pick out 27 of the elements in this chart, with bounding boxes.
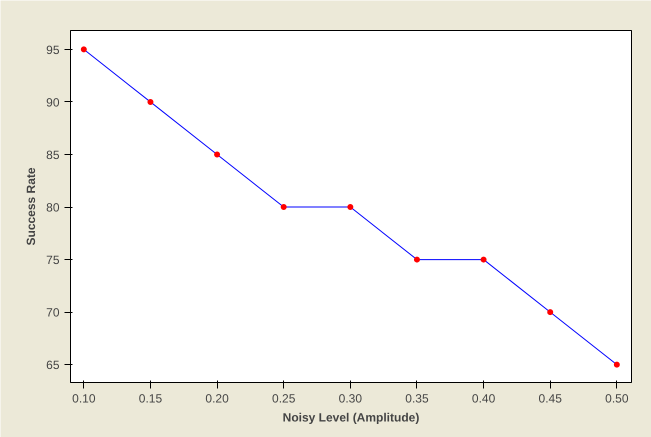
point xyxy=(547,309,554,316)
x-tick-label: 0.25 xyxy=(272,392,296,406)
y-tick-label: 70 xyxy=(46,306,60,320)
x-tick-label: 0.45 xyxy=(538,392,562,406)
point xyxy=(614,362,620,368)
y-axis-title: Success Rate xyxy=(24,167,38,246)
point xyxy=(347,204,354,210)
y-tick-label: 90 xyxy=(46,95,60,110)
point xyxy=(280,204,287,210)
x-axis-title: Noisy Level (Amplitude) xyxy=(282,410,420,424)
x-tick-label: 0.35 xyxy=(405,392,429,406)
x-tick-label: 0.30 xyxy=(338,392,362,406)
point xyxy=(414,256,420,263)
y-tick-label: 65 xyxy=(46,358,60,372)
x-tick-label: 0.10 xyxy=(72,392,96,406)
y-tick-label: 75 xyxy=(46,253,60,268)
x-tick-label: 0.50 xyxy=(605,392,629,406)
y-tick-label: 95 xyxy=(46,42,60,57)
point xyxy=(80,46,87,52)
point xyxy=(480,256,487,263)
x-tick-label: 0.40 xyxy=(472,392,496,406)
point xyxy=(147,98,154,105)
x-tick-label: 0.20 xyxy=(205,392,230,406)
y-tick-label: 80 xyxy=(46,200,60,215)
point xyxy=(214,151,220,158)
x-tick-label: 0.15 xyxy=(138,392,162,406)
y-tick-label: 85 xyxy=(46,148,60,162)
